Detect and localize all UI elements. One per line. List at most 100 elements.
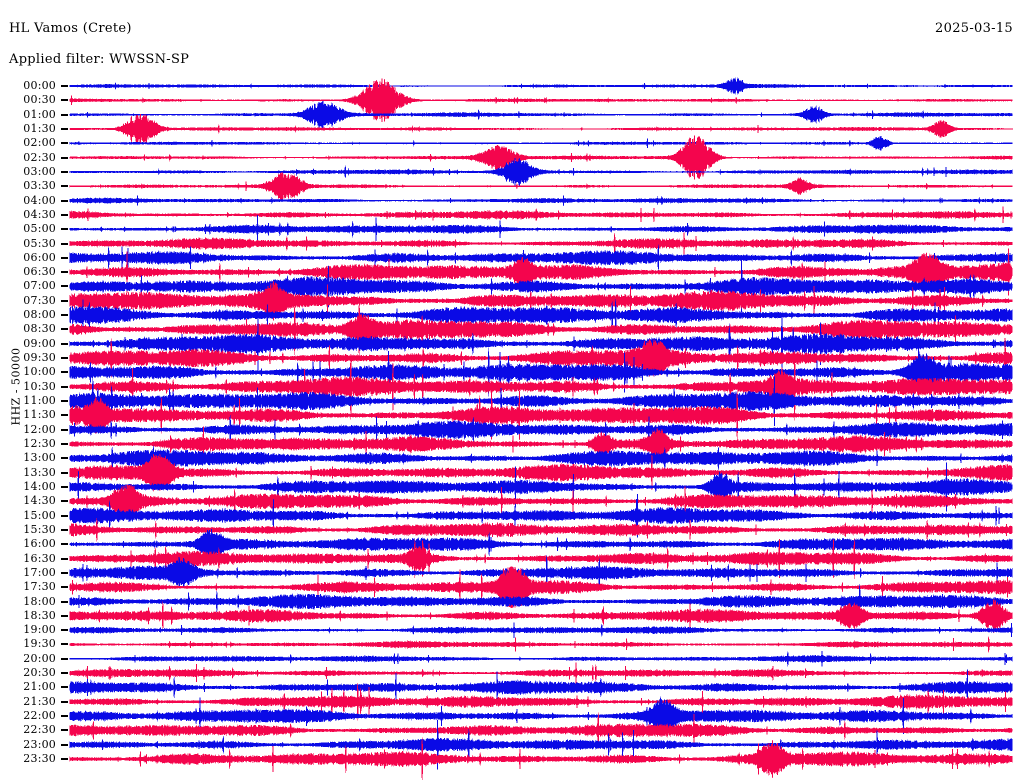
axis-tick xyxy=(61,571,68,574)
trace-row xyxy=(69,484,1013,519)
time-label: 23:30 xyxy=(23,752,56,766)
time-label: 12:00 xyxy=(23,422,56,436)
axis-tick xyxy=(61,600,68,603)
axis-tick xyxy=(61,371,68,374)
time-label: 21:00 xyxy=(23,680,56,694)
trace-row xyxy=(69,214,1013,244)
axis-tick xyxy=(61,729,68,732)
trace-row xyxy=(69,518,1013,542)
axis-tick xyxy=(61,443,68,445)
axis-tick xyxy=(61,643,68,646)
time-axis: 00:00 00:30 01:00 01:30 02:00 02:30 03:00 03:30… xyxy=(0,0,70,780)
time-label: 02:00 xyxy=(23,136,56,150)
time-label: 05:00 xyxy=(23,222,56,236)
axis-tick xyxy=(61,213,68,216)
time-label: 04:30 xyxy=(23,207,56,221)
axis-tick xyxy=(61,271,68,274)
axis-tick xyxy=(61,457,68,460)
trace-row xyxy=(69,135,1013,152)
time-label: 12:30 xyxy=(23,437,56,450)
time-label: 15:30 xyxy=(23,522,56,536)
axis-tick xyxy=(61,385,68,388)
time-label: 22:00 xyxy=(23,709,56,723)
axis-tick xyxy=(61,657,68,660)
trace-row xyxy=(69,157,1013,187)
time-label: 16:00 xyxy=(23,537,56,551)
axis-tick xyxy=(61,342,68,345)
trace-row xyxy=(69,114,1013,144)
time-label: 00:00 xyxy=(23,79,56,92)
axis-tick xyxy=(61,357,68,360)
time-label: 00:30 xyxy=(23,93,56,107)
trace-row xyxy=(69,650,1013,667)
trace-row xyxy=(69,232,1013,255)
trace-row xyxy=(69,375,1013,427)
axis-tick xyxy=(61,414,68,417)
time-label: 06:00 xyxy=(23,250,56,264)
trace-row xyxy=(69,100,1013,129)
axis-tick xyxy=(61,500,68,503)
time-label: 09:30 xyxy=(23,351,56,365)
axis-tick xyxy=(61,485,68,488)
trace-row xyxy=(69,528,1013,560)
axis-tick xyxy=(61,586,68,589)
time-label: 19:00 xyxy=(23,623,56,637)
trace-row xyxy=(69,244,1013,272)
time-label: 05:30 xyxy=(23,236,56,250)
axis-tick xyxy=(61,242,68,245)
trace-row xyxy=(69,303,1013,356)
trace-row xyxy=(69,426,1013,462)
axis-tick xyxy=(61,758,68,761)
trace-row xyxy=(69,135,1013,180)
trace-row xyxy=(69,599,1013,633)
axis-tick xyxy=(61,328,68,331)
time-label: 11:30 xyxy=(23,408,56,422)
axis-tick xyxy=(61,428,68,431)
time-label: 01:00 xyxy=(23,107,56,121)
axis-tick xyxy=(61,199,68,202)
trace-row xyxy=(69,390,1013,441)
axis-tick xyxy=(61,743,68,746)
axis-tick xyxy=(61,557,68,560)
time-label: 15:00 xyxy=(23,508,56,522)
time-label: 14:30 xyxy=(23,494,56,508)
time-label: 13:00 xyxy=(23,451,56,465)
trace-row xyxy=(69,462,1013,512)
axis-tick xyxy=(61,314,68,317)
time-label: 10:00 xyxy=(23,365,56,379)
trace-row xyxy=(69,737,1013,780)
time-label: 07:30 xyxy=(23,293,56,307)
axis-tick xyxy=(61,170,68,173)
time-label: 09:00 xyxy=(23,336,56,350)
axis-tick xyxy=(61,471,68,474)
trace-row xyxy=(69,77,1013,95)
axis-tick xyxy=(61,528,68,531)
record-date: 2025-03-15 xyxy=(935,21,1013,36)
time-label: 04:00 xyxy=(23,193,56,207)
trace-row xyxy=(69,298,1013,332)
time-label: 18:00 xyxy=(23,594,56,608)
trace-row xyxy=(69,493,1013,538)
axis-tick xyxy=(61,299,68,302)
trace-row xyxy=(69,622,1013,638)
station-title: HL Vamos (Crete) xyxy=(9,21,132,36)
axis-tick xyxy=(61,614,68,617)
time-label: 07:00 xyxy=(23,279,56,293)
axis-tick xyxy=(61,285,68,288)
trace-row xyxy=(69,669,1013,706)
trace-row xyxy=(69,78,1013,123)
axis-tick xyxy=(61,142,68,145)
axis-tick xyxy=(61,400,68,403)
trace-row xyxy=(69,248,1013,296)
time-label: 23:00 xyxy=(23,737,56,751)
time-label: 21:30 xyxy=(23,694,56,708)
trace-row xyxy=(69,353,1013,421)
axis-tick xyxy=(61,185,68,188)
trace-row xyxy=(69,712,1013,749)
time-label: 18:30 xyxy=(23,608,56,622)
trace-row xyxy=(69,696,1013,736)
time-label: 08:00 xyxy=(23,308,56,322)
axis-tick xyxy=(61,256,68,259)
time-label: 11:00 xyxy=(23,394,56,408)
